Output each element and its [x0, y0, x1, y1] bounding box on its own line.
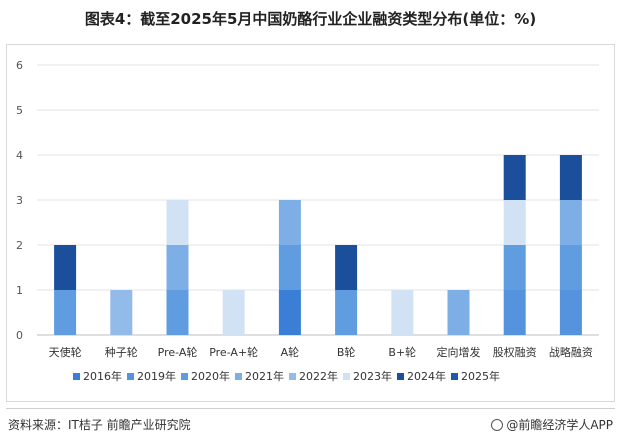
footer-divider	[6, 408, 615, 409]
bar-segment	[110, 290, 133, 335]
x-category-label: Pre-A+轮	[209, 345, 258, 359]
x-axis-categories: 天使轮 种子轮 Pre-A轮 Pre-A+轮 A轮 B轮 B+轮 定向增发 股权融资 战略融资	[49, 345, 593, 359]
x-category-label: B轮	[337, 345, 356, 359]
legend-swatch	[397, 373, 404, 380]
bar-segment	[278, 245, 301, 290]
legend-swatch	[343, 373, 350, 380]
legend: 2016年 2019年 2020年 2021年 2022年 2023年 2024年 2025年	[73, 369, 500, 383]
bar-segment	[559, 245, 582, 290]
x-category-label: 定向增发	[437, 345, 481, 359]
y-tick-label: 5	[16, 104, 23, 117]
bar-segment	[559, 200, 582, 245]
bar-segment	[278, 290, 301, 335]
legend-label: 2024年	[407, 369, 446, 383]
bar-segment	[278, 200, 301, 245]
legend-swatch	[181, 373, 188, 380]
footer: 资料来源：IT桔子 前瞻产业研究院 @前瞻经济学人APP	[8, 416, 613, 436]
stacked-bar-chart: 0 1 2 3 4 5 6 天使轮 种子轮 Pre-A轮 Pre-A+轮 A轮 B轮 B+轮 定向增发 股权…	[16, 59, 599, 383]
bar-segment	[166, 200, 189, 245]
bar-segment	[166, 245, 189, 290]
legend-label: 2016年	[83, 369, 122, 383]
bar-segment	[503, 290, 526, 335]
y-tick-label: 6	[16, 59, 23, 72]
chart-title: 图表4：截至2025年5月中国奶酪行业企业融资类型分布(单位：%)	[84, 10, 537, 28]
legend-label: 2022年	[299, 369, 338, 383]
x-category-label: B+轮	[388, 345, 416, 359]
y-axis-ticks: 0 1 2 3 4 5 6	[16, 59, 23, 342]
bar-segment	[54, 290, 77, 335]
bar-segment	[503, 200, 526, 245]
bar-segment	[335, 290, 358, 335]
chart-area: 0 1 2 3 4 5 6 天使轮 种子轮 Pre-A轮 Pre-A+轮 A轮 B轮 B+轮 定向增发 股权…	[6, 44, 615, 402]
y-tick-label: 0	[16, 329, 23, 342]
source-note: 资料来源：IT桔子 前瞻产业研究院	[8, 418, 191, 432]
bar-segment	[335, 245, 358, 290]
bar-segment	[391, 290, 414, 335]
x-category-label: 战略融资	[549, 345, 593, 359]
bar-segment	[559, 155, 582, 200]
y-tick-label: 1	[16, 284, 23, 297]
brand-text: @前瞻经济学人APP	[506, 418, 613, 432]
legend-swatch	[73, 373, 80, 380]
y-tick-label: 4	[16, 149, 23, 162]
bar-segment	[447, 290, 470, 335]
bar-segment	[503, 155, 526, 200]
y-tick-label: 3	[16, 194, 23, 207]
bars	[54, 155, 582, 335]
x-category-label: A轮	[281, 345, 300, 359]
x-category-label: 种子轮	[105, 345, 138, 359]
legend-label: 2023年	[353, 369, 392, 383]
legend-label: 2025年	[461, 369, 500, 383]
bar-segment	[222, 290, 245, 335]
bar-segment	[54, 245, 77, 290]
legend-label: 2020年	[191, 369, 230, 383]
bar-segment	[166, 290, 189, 335]
legend-label: 2019年	[137, 369, 176, 383]
legend-swatch	[127, 373, 134, 380]
bar-segment	[503, 245, 526, 290]
legend-label: 2021年	[245, 369, 284, 383]
legend-swatch	[451, 373, 458, 380]
x-category-label: 股权融资	[493, 346, 537, 359]
brand-credit: @前瞻经济学人APP	[491, 416, 613, 433]
legend-swatch	[289, 373, 296, 380]
x-category-label: Pre-A轮	[158, 345, 198, 359]
bar-segment	[559, 290, 582, 335]
brand-logo-icon	[491, 418, 504, 431]
y-tick-label: 2	[16, 239, 23, 252]
x-category-label: 天使轮	[49, 345, 82, 359]
legend-swatch	[235, 373, 242, 380]
